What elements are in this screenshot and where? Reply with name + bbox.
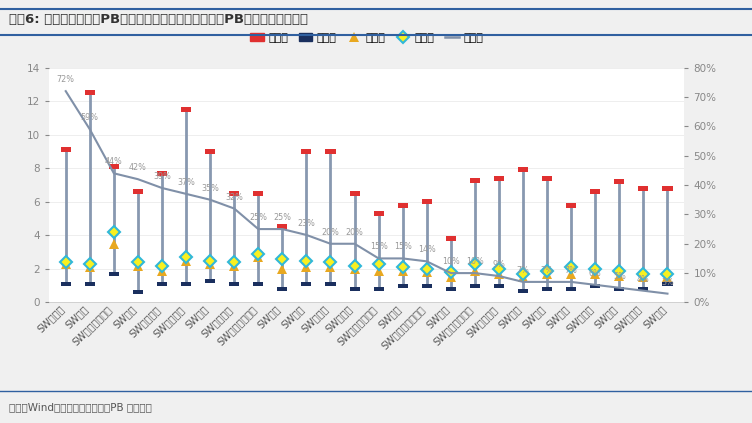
Text: 6%: 6% <box>589 269 602 278</box>
Bar <box>614 179 624 184</box>
Text: 14%: 14% <box>418 245 435 254</box>
Bar <box>350 191 359 196</box>
Bar <box>85 282 95 286</box>
Bar <box>663 282 672 286</box>
Text: 20%: 20% <box>346 228 363 237</box>
Bar <box>157 171 167 176</box>
Bar <box>326 282 335 286</box>
Bar <box>446 287 456 291</box>
Bar <box>229 282 239 286</box>
Text: 3%: 3% <box>661 277 674 287</box>
Bar <box>638 186 648 191</box>
Bar <box>302 149 311 154</box>
Text: 25%: 25% <box>249 213 267 222</box>
Bar <box>422 284 432 288</box>
Bar <box>590 189 600 194</box>
Text: 10%: 10% <box>466 257 484 266</box>
Bar <box>205 279 215 283</box>
Bar <box>326 149 335 154</box>
Bar <box>61 282 71 286</box>
Bar <box>109 272 119 276</box>
Bar <box>181 282 191 286</box>
Bar <box>277 225 287 230</box>
Bar <box>638 287 648 291</box>
Bar <box>518 168 528 173</box>
Text: 15%: 15% <box>370 242 387 252</box>
Bar <box>446 236 456 241</box>
Text: 来源：Wind、国金证券研究所（PB 为动态）: 来源：Wind、国金证券研究所（PB 为动态） <box>9 402 152 412</box>
Bar <box>133 290 143 294</box>
Bar <box>350 287 359 291</box>
Bar <box>109 164 119 169</box>
Bar <box>205 149 215 154</box>
Bar <box>253 191 263 196</box>
Bar <box>374 287 384 291</box>
Bar <box>470 284 480 288</box>
Bar <box>302 282 311 286</box>
Bar <box>518 288 528 293</box>
Bar <box>398 284 408 288</box>
Bar <box>663 186 672 191</box>
Text: 35%: 35% <box>202 184 219 193</box>
Bar <box>566 287 576 291</box>
Text: 23%: 23% <box>298 219 315 228</box>
Bar <box>494 176 504 181</box>
Bar <box>566 203 576 208</box>
Bar <box>61 147 71 152</box>
Bar <box>181 107 191 112</box>
Bar <box>85 91 95 95</box>
Text: 44%: 44% <box>105 157 123 166</box>
Text: 5%: 5% <box>613 272 626 281</box>
Text: 9%: 9% <box>493 260 505 269</box>
Bar <box>542 176 552 181</box>
Bar <box>157 282 167 286</box>
Bar <box>494 284 504 288</box>
Text: 10%: 10% <box>442 257 459 266</box>
Text: 7%: 7% <box>565 266 578 275</box>
Text: 7%: 7% <box>541 266 553 275</box>
Legend: 最高值, 最低值, 最新值, 中位数, 分位数: 最高值, 最低值, 最新值, 中位数, 分位数 <box>246 29 487 47</box>
Text: 15%: 15% <box>394 242 411 252</box>
Bar <box>253 282 263 286</box>
Text: 25%: 25% <box>274 213 291 222</box>
Text: 图表6: 化工细分子板块PB分位数分布情况（按各子板块PB分位数降序排列）: 图表6: 化工细分子板块PB分位数分布情况（按各子板块PB分位数降序排列） <box>9 13 308 25</box>
Text: 32%: 32% <box>226 192 243 202</box>
Text: 20%: 20% <box>322 228 339 237</box>
Bar <box>374 211 384 216</box>
Bar <box>229 191 239 196</box>
Bar <box>470 178 480 183</box>
Text: 59%: 59% <box>80 113 99 122</box>
Bar <box>398 203 408 208</box>
Bar <box>422 199 432 204</box>
Bar <box>133 189 143 194</box>
Text: 39%: 39% <box>153 172 171 181</box>
Text: 4%: 4% <box>637 275 650 284</box>
Text: 37%: 37% <box>177 178 195 187</box>
Text: 42%: 42% <box>129 163 147 172</box>
Bar <box>277 287 287 291</box>
Text: 72%: 72% <box>56 75 74 84</box>
Bar <box>590 284 600 288</box>
Bar <box>614 287 624 291</box>
Bar <box>542 287 552 291</box>
Text: 7%: 7% <box>517 266 529 275</box>
